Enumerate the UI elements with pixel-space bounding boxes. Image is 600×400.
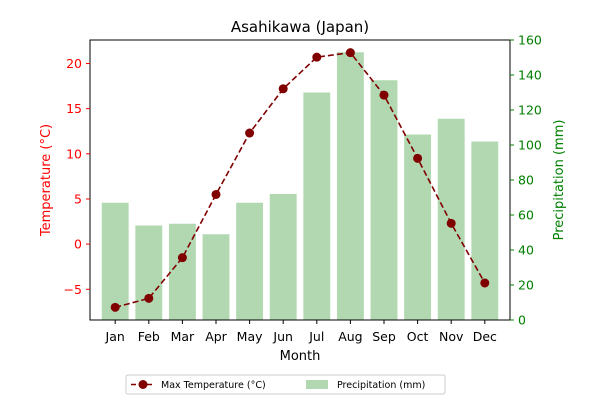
right-tick-label: 40 [518, 243, 534, 258]
legend: Max Temperature (°C) Precipitation (mm) [125, 374, 446, 395]
left-tick-label: 15 [66, 101, 82, 116]
left-tick-label: −5 [64, 282, 82, 297]
precip-bar-jul [303, 92, 331, 320]
x-axis-label: Month [280, 349, 321, 364]
temp-point-feb [144, 293, 154, 303]
temp-point-oct [413, 153, 423, 163]
right-tick-label: 160 [518, 33, 542, 48]
right-tick-label: 120 [518, 103, 542, 118]
precip-bar-jan [101, 202, 129, 320]
temp-point-nov [446, 218, 456, 228]
x-tick-label: May [237, 329, 263, 344]
left-tick-label: 5 [74, 191, 82, 206]
right-axis-label: Precipitation (mm) [552, 120, 567, 241]
left-axis-label: Temperature (°C) [39, 124, 54, 237]
left-axis-ticks: −5 0 5 10 15 20 [64, 56, 90, 297]
chart-title: Asahikawa (Japan) [231, 18, 369, 36]
temp-point-jan [110, 302, 120, 312]
right-tick-label: 100 [518, 138, 542, 153]
x-tick-label: Feb [138, 329, 160, 344]
x-axis-ticks: Jan Feb Mar Apr May Jun Jul Aug Sep Oct Nov Dec [105, 320, 497, 344]
temp-point-jul [312, 52, 322, 62]
precip-bar-feb [135, 225, 163, 320]
temp-point-dec [480, 278, 490, 288]
right-axis-ticks: 0 20 40 60 80 100 120 140 160 [510, 33, 542, 328]
right-tick-label: 80 [518, 173, 534, 188]
legend-label-temperature: Max Temperature (°C) [161, 380, 266, 391]
right-tick-label: 140 [518, 68, 542, 83]
precip-bar-oct [404, 134, 432, 320]
temp-point-jun [278, 84, 288, 94]
left-tick-label: 10 [66, 146, 82, 161]
legend-marker-swatch [138, 380, 148, 389]
temp-point-mar [177, 253, 187, 263]
legend-frame [125, 374, 446, 395]
legend-label-precipitation: Precipitation (mm) [337, 380, 425, 391]
x-tick-label: Jan [105, 329, 125, 344]
temp-point-apr [211, 189, 221, 199]
temp-point-sep [379, 90, 389, 100]
x-tick-label: Aug [338, 329, 362, 344]
legend-bar-swatch [306, 380, 328, 389]
precip-bar-aug [336, 52, 364, 320]
x-tick-label: Dec [473, 329, 497, 344]
right-tick-label: 60 [518, 208, 534, 223]
left-tick-label: 0 [74, 237, 82, 252]
x-tick-label: Apr [205, 329, 227, 344]
x-tick-label: Sep [372, 329, 396, 344]
x-tick-label: Jul [308, 329, 324, 344]
x-tick-label: Mar [171, 329, 195, 344]
precip-bar-may [236, 202, 264, 320]
precip-bar-mar [168, 223, 196, 320]
precip-bar-apr [202, 234, 230, 320]
temperature-line-path [114, 51, 486, 309]
x-tick-label: Oct [407, 329, 429, 344]
precip-bar-jun [269, 194, 297, 320]
x-tick-label: Jun [272, 329, 293, 344]
precip-bar-dec [471, 141, 499, 320]
precip-bar-sep [370, 80, 398, 320]
temp-point-may [245, 128, 255, 138]
right-tick-label: 0 [518, 313, 526, 328]
x-tick-label: Nov [439, 329, 464, 344]
temperature-line [110, 48, 490, 312]
right-tick-label: 20 [518, 278, 534, 293]
left-tick-label: 20 [66, 56, 82, 71]
precipitation-bars [101, 52, 499, 320]
temp-point-aug [345, 48, 355, 58]
